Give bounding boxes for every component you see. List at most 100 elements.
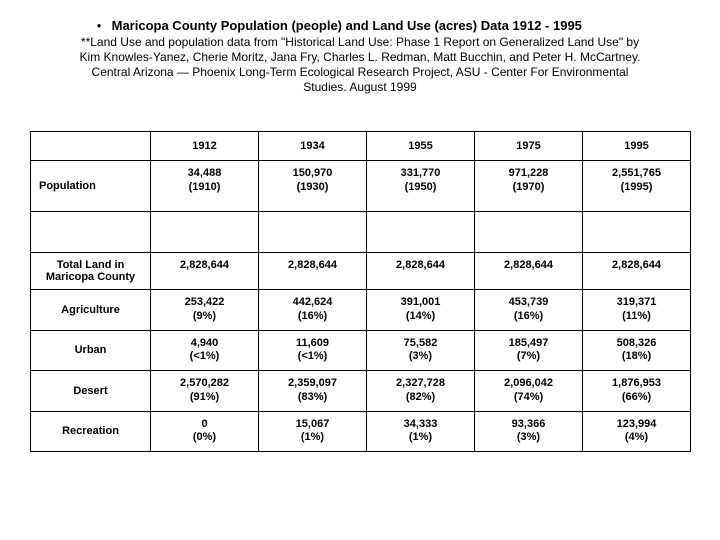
cell: 2,570,282 (91%)	[151, 371, 259, 412]
cell: 34,488 (1910)	[151, 161, 259, 212]
table-header-row: 1912 1934 1955 1975 1995	[31, 132, 691, 161]
cell: 331,770 (1950)	[367, 161, 475, 212]
cell-sub: (1995)	[587, 181, 686, 195]
cell-sub: (3%)	[479, 431, 578, 445]
cell: 2,096,042 (74%)	[475, 371, 583, 412]
table-row: Desert 2,570,282 (91%) 2,359,097 (83%) 2,3…	[31, 371, 691, 412]
cell: 2,359,097 (83%)	[259, 371, 367, 412]
cell-sub: (3%)	[371, 350, 470, 364]
cell-sub: (4%)	[587, 431, 686, 445]
cell-sub: (14%)	[371, 310, 470, 324]
cell-sub: (16%)	[263, 310, 362, 324]
cell-sub: (1970)	[479, 181, 578, 195]
cell: 4,940(<1%)	[151, 330, 259, 371]
cell: 319,371 (11%)	[583, 290, 691, 331]
cell-value: 75,582	[404, 337, 438, 349]
cell-value: 442,624	[293, 296, 333, 308]
cell-value: 185,497	[509, 337, 549, 349]
cell: 453,739 (16%)	[475, 290, 583, 331]
bullet-icon: •	[90, 18, 108, 33]
cell-sub: (18%)	[587, 350, 686, 364]
cell: 11,609(<1%)	[259, 330, 367, 371]
table-row: Population 34,488 (1910) 150,970 (1930) 33…	[31, 161, 691, 212]
cell-sub: (1%)	[263, 431, 362, 445]
cell: 2,828,644	[583, 253, 691, 290]
cell-value: 453,739	[509, 296, 549, 308]
cell: 508,326(18%)	[583, 330, 691, 371]
title-line: • Maricopa County Population (people) an…	[90, 18, 690, 33]
header-year: 1912	[151, 132, 259, 161]
cell: 34,333(1%)	[367, 411, 475, 452]
header-year: 1995	[583, 132, 691, 161]
cell: 185,497(7%)	[475, 330, 583, 371]
cell-value: 319,371	[617, 296, 657, 308]
cell-sub: (<1%)	[155, 350, 254, 364]
cell-value: 0	[201, 418, 207, 430]
cell-value: 2,570,282	[180, 377, 229, 389]
cell-sub: (74%)	[479, 391, 578, 405]
table-row: Recreation 0(0%) 15,067(1%) 34,333(1%) 9…	[31, 411, 691, 452]
cell: 123,994(4%)	[583, 411, 691, 452]
cell: 971,228(1970)	[475, 161, 583, 212]
cell: 442,624 (16%)	[259, 290, 367, 331]
row-label-population: Population	[31, 161, 151, 212]
cell-sub: (1910)	[155, 181, 254, 195]
row-label-agriculture: Agriculture	[31, 290, 151, 331]
cell: 2,828,644	[151, 253, 259, 290]
cell-sub: (9%)	[155, 310, 254, 324]
cell: 15,067(1%)	[259, 411, 367, 452]
citation-text: **Land Use and population data from "His…	[30, 35, 690, 95]
cell-value: 331,770	[401, 167, 441, 179]
cell-value: 34,488	[188, 167, 222, 179]
row-label-desert: Desert	[31, 371, 151, 412]
cell-value: 150,970	[293, 167, 333, 179]
row-label-recreation: Recreation	[31, 411, 151, 452]
cell-sub: (0%)	[155, 431, 254, 445]
header-year: 1975	[475, 132, 583, 161]
cell-value: 4,940	[191, 337, 219, 349]
cell-value: 391,001	[401, 296, 441, 308]
header-year: 1955	[367, 132, 475, 161]
cell-value: 2,096,042	[504, 377, 553, 389]
cell-value: 123,994	[617, 418, 657, 430]
cell-sub: (1950)	[371, 181, 470, 195]
table-row: Total Land in Maricopa County 2,828,644 …	[31, 253, 691, 290]
cell: 253,422 (9%)	[151, 290, 259, 331]
cell: 2,327,728 (82%)	[367, 371, 475, 412]
page: • Maricopa County Population (people) an…	[0, 0, 720, 540]
cell-sub: (7%)	[479, 350, 578, 364]
cell-value: 253,422	[185, 296, 225, 308]
cell-sub: (91%)	[155, 391, 254, 405]
cell-sub: (11%)	[587, 310, 686, 324]
cell-value: 2,327,728	[396, 377, 445, 389]
cell-value: 93,366	[512, 418, 546, 430]
cell: 93,366(3%)	[475, 411, 583, 452]
cell-value: 2,359,097	[288, 377, 337, 389]
row-label-total-land: Total Land in Maricopa County	[31, 253, 151, 290]
cell-value: 34,333	[404, 418, 438, 430]
cell-value: 508,326	[617, 337, 657, 349]
cell: 0(0%)	[151, 411, 259, 452]
page-title: Maricopa County Population (people) and …	[112, 18, 582, 33]
cell-value: 15,067	[296, 418, 330, 430]
cell-sub: (16%)	[479, 310, 578, 324]
cell-value: 11,609	[296, 337, 329, 349]
cell-sub: (1930)	[263, 181, 362, 195]
cell: 2,828,644	[259, 253, 367, 290]
cell: 2,828,644	[367, 253, 475, 290]
cell-sub: (82%)	[371, 391, 470, 405]
table-row: Urban 4,940(<1%) 11,609(<1%) 75,582(3%) …	[31, 330, 691, 371]
header-blank	[31, 132, 151, 161]
row-label-urban: Urban	[31, 330, 151, 371]
cell: 391,001 (14%)	[367, 290, 475, 331]
cell: 1,876,953(66%)	[583, 371, 691, 412]
table-row-spacer	[31, 212, 691, 253]
cell-sub: (83%)	[263, 391, 362, 405]
cell-value: 2,551,765	[612, 167, 661, 179]
header-year: 1934	[259, 132, 367, 161]
cell-value: 1,876,953	[612, 377, 661, 389]
cell-sub: (<1%)	[263, 350, 362, 364]
cell-sub: (1%)	[371, 431, 470, 445]
cell: 150,970 (1930)	[259, 161, 367, 212]
cell: 2,828,644	[475, 253, 583, 290]
